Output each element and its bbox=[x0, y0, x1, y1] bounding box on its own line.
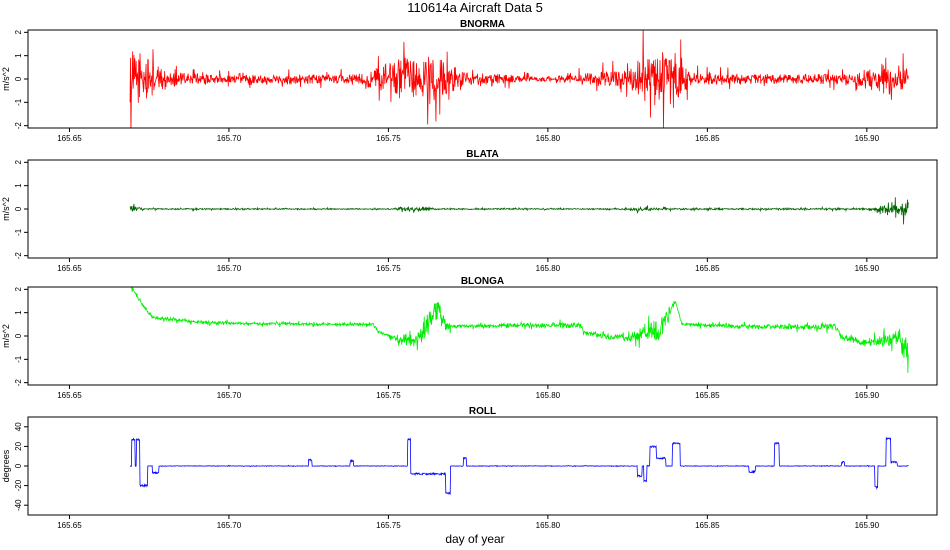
x-tick-label: 165.75 bbox=[376, 391, 401, 400]
y-tick-label: 0 bbox=[14, 206, 23, 211]
y-tick-label: 40 bbox=[14, 422, 23, 431]
panel-bnorma: BNORMA m/s^2 165.65 165.70 165.75 165.80 165.8… bbox=[1, 19, 938, 143]
x-tick-label: 165.70 bbox=[217, 264, 242, 273]
series-line bbox=[129, 197, 909, 225]
y-tick-label: -1 bbox=[14, 228, 23, 236]
series-line bbox=[130, 287, 909, 374]
y-tick-label: -1 bbox=[14, 355, 23, 363]
x-tick-label: 165.80 bbox=[536, 521, 561, 530]
x-tick-label: 165.85 bbox=[695, 264, 720, 273]
x-tick-label: 165.75 bbox=[376, 134, 401, 143]
panel-blata: BLATA m/s^2 165.65 165.70 165.75 165.80 165.85… bbox=[1, 149, 938, 273]
x-tick-label: 165.90 bbox=[855, 391, 880, 400]
y-tick-label: 2 bbox=[14, 160, 23, 165]
panel-roll: ROLL degrees 165.65 165.70 165.75 165.80 165.8… bbox=[1, 406, 938, 530]
y-tick-label: -2 bbox=[14, 252, 23, 260]
series-line bbox=[129, 436, 909, 496]
x-axis-label: day of year bbox=[445, 532, 504, 546]
x-tick-label: 165.70 bbox=[217, 521, 242, 530]
x-tick-label: 165.75 bbox=[376, 264, 401, 273]
x-tick-label: 165.90 bbox=[855, 134, 880, 143]
x-tick-label: 165.85 bbox=[695, 521, 720, 530]
y-axis-label: degrees bbox=[1, 449, 11, 482]
panel-title: BLATA bbox=[466, 149, 498, 160]
panel-title: BNORMA bbox=[460, 19, 505, 30]
y-axis-label: m/s^2 bbox=[1, 67, 11, 91]
y-tick-label: 1 bbox=[14, 183, 23, 188]
x-tick-label: 165.65 bbox=[57, 391, 82, 400]
x-tick-label: 165.65 bbox=[57, 134, 82, 143]
y-tick-label: -40 bbox=[14, 499, 23, 511]
x-tick-label: 165.85 bbox=[695, 391, 720, 400]
y-axis-label: m/s^2 bbox=[1, 324, 11, 348]
y-tick-label: 20 bbox=[14, 441, 23, 450]
y-tick-label: 1 bbox=[14, 53, 23, 58]
y-tick-label: 0 bbox=[14, 76, 23, 81]
panel-title: ROLL bbox=[469, 406, 496, 417]
y-tick-label: -20 bbox=[14, 479, 23, 491]
x-tick-label: 165.70 bbox=[217, 391, 242, 400]
x-tick-label: 165.85 bbox=[695, 134, 720, 143]
y-tick-label: -2 bbox=[14, 379, 23, 387]
y-axis-label: m/s^2 bbox=[1, 197, 11, 221]
panel-title: BLONGA bbox=[461, 276, 504, 287]
x-tick-label: 165.65 bbox=[57, 521, 82, 530]
y-tick-label: -2 bbox=[14, 122, 23, 130]
y-tick-label: 2 bbox=[14, 287, 23, 292]
x-tick-label: 165.65 bbox=[57, 264, 82, 273]
x-tick-label: 165.90 bbox=[855, 264, 880, 273]
x-tick-label: 165.80 bbox=[536, 264, 561, 273]
series-line bbox=[129, 30, 909, 128]
x-tick-label: 165.70 bbox=[217, 134, 242, 143]
panel-blonga: BLONGA m/s^2 165.65 165.70 165.75 165.80 165.8… bbox=[1, 276, 938, 400]
x-tick-label: 165.75 bbox=[376, 521, 401, 530]
y-tick-label: -1 bbox=[14, 98, 23, 106]
y-tick-label: 2 bbox=[14, 30, 23, 35]
y-tick-label: 0 bbox=[14, 333, 23, 338]
x-tick-label: 165.80 bbox=[536, 134, 561, 143]
y-tick-label: 1 bbox=[14, 310, 23, 315]
figure-title: 110614a Aircraft Data 5 bbox=[407, 0, 543, 15]
x-tick-label: 165.80 bbox=[536, 391, 561, 400]
x-tick-label: 165.90 bbox=[855, 521, 880, 530]
y-tick-label: 0 bbox=[14, 463, 23, 468]
